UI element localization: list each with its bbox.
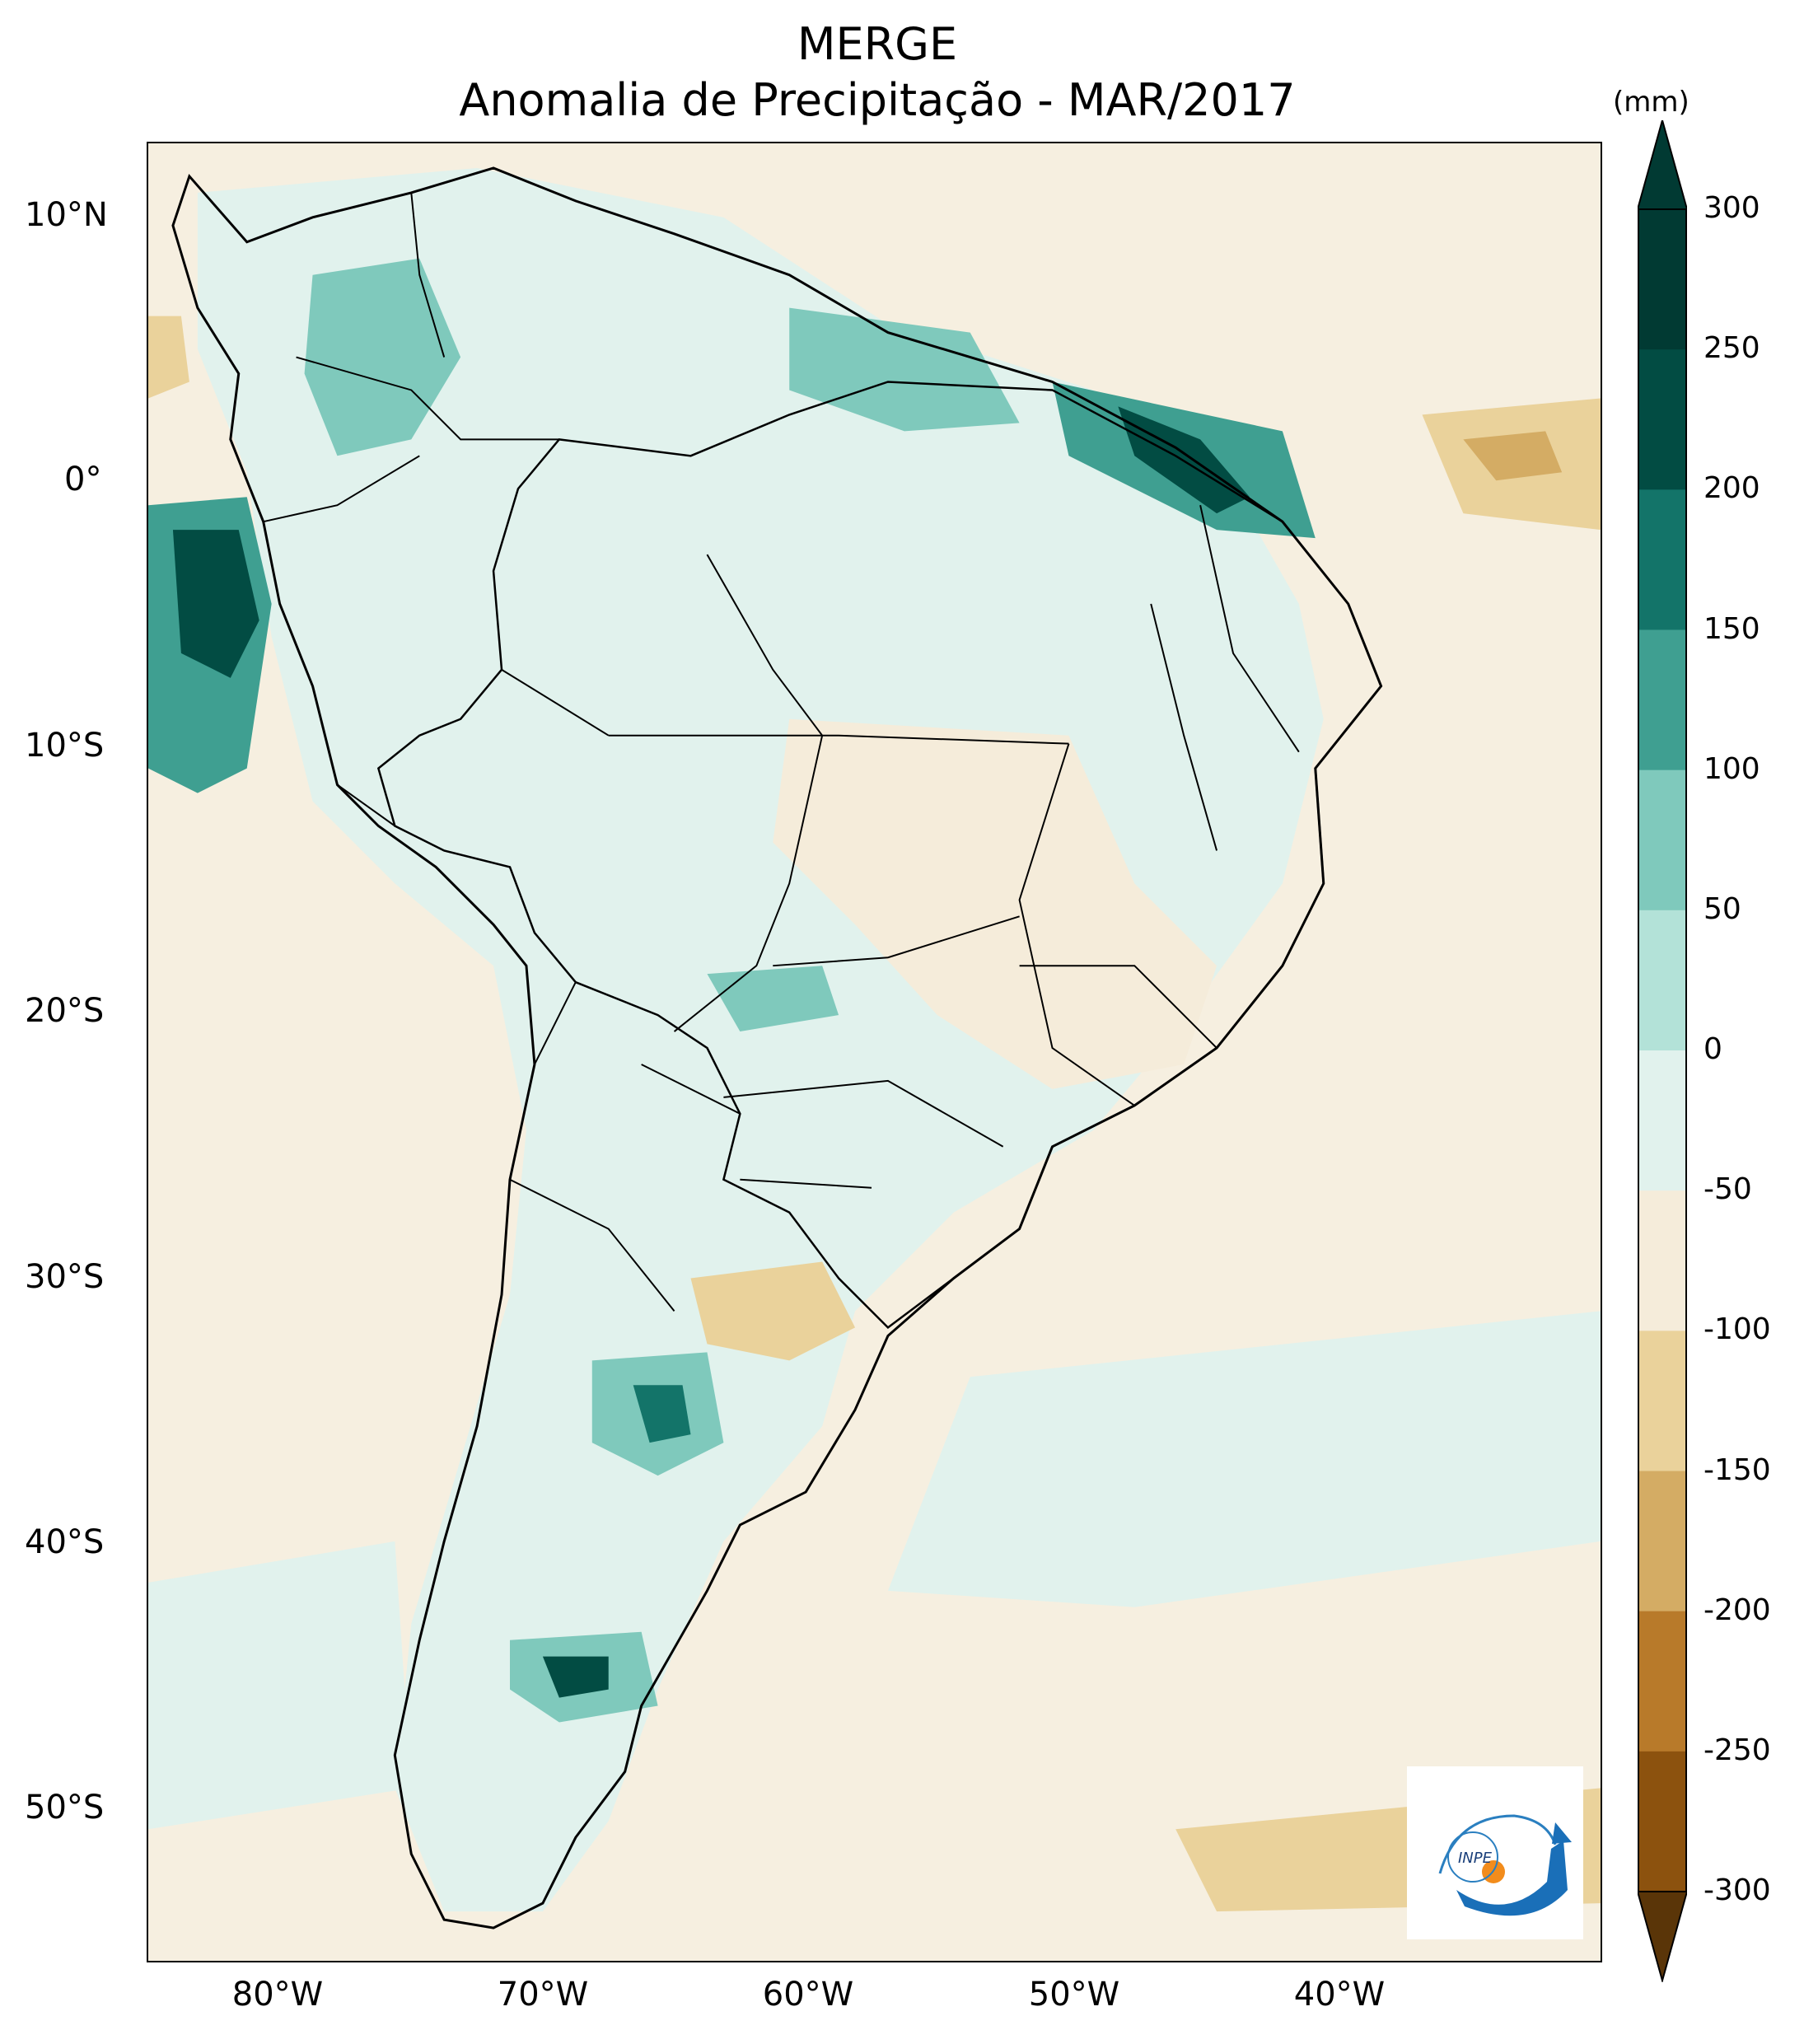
- precipitation-anomaly-map: [147, 142, 1602, 1962]
- inpe-logo-text: INPE: [1458, 1850, 1493, 1867]
- inpe-logo-graphic: INPE: [1438, 1814, 1572, 1916]
- anomaly-zone-wet-mato-grosso: [707, 966, 839, 1032]
- lon-label-40W: 40°W: [1293, 1976, 1386, 2014]
- anomaly-zone-slightly-wet-pacific: [148, 1541, 412, 1830]
- map-title: MERGE: [797, 18, 958, 70]
- lon-label-80W: 80°W: [231, 1976, 324, 2014]
- lon-label-50W: 50°W: [1028, 1976, 1120, 2014]
- colorbar-segment: [1638, 1050, 1687, 1191]
- colorbar-segment: [1638, 1751, 1687, 1892]
- continent-outline: [171, 166, 1383, 1929]
- colorbar-tick-label: -150: [1704, 1452, 1771, 1487]
- lon-label-60W: 60°W: [762, 1976, 854, 2014]
- anomaly-zone-dry-south: [690, 1261, 856, 1361]
- colorbar-tick-label: -50: [1704, 1172, 1752, 1207]
- lat-label-20S: 20°S: [25, 992, 105, 1030]
- colorbar: [1638, 120, 1687, 1982]
- lat-label-30S: 30°S: [25, 1258, 105, 1296]
- anomaly-zone-dry-pacific-coast: [148, 316, 189, 399]
- colorbar-segment: [1638, 629, 1687, 771]
- colorbar-tick-label: -250: [1704, 1733, 1771, 1767]
- colorbar-tick-label: -100: [1704, 1312, 1771, 1347]
- lat-label-40S: 40°S: [25, 1523, 105, 1561]
- colorbar-segment: [1638, 209, 1687, 350]
- inpe-logo: INPE: [1407, 1766, 1583, 1939]
- colorbar-segment: [1638, 769, 1687, 911]
- anomaly-zone-slightly-wet-atlantic: [887, 1311, 1601, 1607]
- brazil-border: [376, 381, 1383, 1330]
- colorbar-top-arrow: [1638, 120, 1687, 210]
- colorbar-segment: [1638, 910, 1687, 1051]
- colorbar-segment: [1638, 1190, 1687, 1331]
- lat-label-10S: 10°S: [25, 727, 105, 765]
- anomaly-zone-very-wet-patagonia: [542, 1656, 609, 1698]
- colorbar-tick-label: 150: [1704, 611, 1760, 646]
- anomaly-zone-wet-colombia: [304, 258, 461, 456]
- lon-label-70W: 70°W: [497, 1976, 589, 2014]
- anomaly-zone-very-wet-pacific-ecuador: [172, 530, 259, 678]
- map-subtitle: Anomalia de Precipitação - MAR/2017: [459, 74, 1296, 126]
- anomaly-zone-wet-guianas: [789, 307, 1020, 432]
- colorbar-tick-label: -300: [1704, 1873, 1771, 1907]
- map-canvas: [148, 143, 1601, 1961]
- country-borders: [263, 192, 790, 1312]
- colorbar-segment: [1638, 489, 1687, 630]
- anomaly-zone-dry-atlantic-core: [1463, 431, 1563, 481]
- anomaly-zone-slightly-wet: [197, 167, 1324, 1912]
- lat-label-0: 0°: [64, 461, 102, 498]
- colorbar-tick-label: 300: [1704, 191, 1760, 225]
- anomaly-zone-dry-central: [773, 718, 1217, 1089]
- colorbar-unit: (mm): [1613, 86, 1689, 119]
- lat-label-10N: 10°N: [25, 196, 108, 234]
- colorbar-bottom-arrow: [1638, 1891, 1687, 1982]
- colorbar-tick-label: 50: [1704, 891, 1741, 926]
- colorbar-segment: [1638, 1611, 1687, 1752]
- colorbar-tick-label: 250: [1704, 331, 1760, 366]
- colorbar-tick-label: 200: [1704, 471, 1760, 506]
- lat-label-50S: 50°S: [25, 1789, 105, 1827]
- colorbar-tick-label: 100: [1704, 751, 1760, 786]
- colorbar-tick-label: -200: [1704, 1593, 1771, 1627]
- anomaly-zone-very-wet-argentina: [633, 1385, 691, 1443]
- colorbar-tick-label: 0: [1704, 1032, 1722, 1066]
- colorbar-segment: [1638, 1331, 1687, 1471]
- state-borders: [501, 504, 1300, 1189]
- colorbar-segment: [1638, 1471, 1687, 1612]
- colorbar-segment: [1638, 349, 1687, 490]
